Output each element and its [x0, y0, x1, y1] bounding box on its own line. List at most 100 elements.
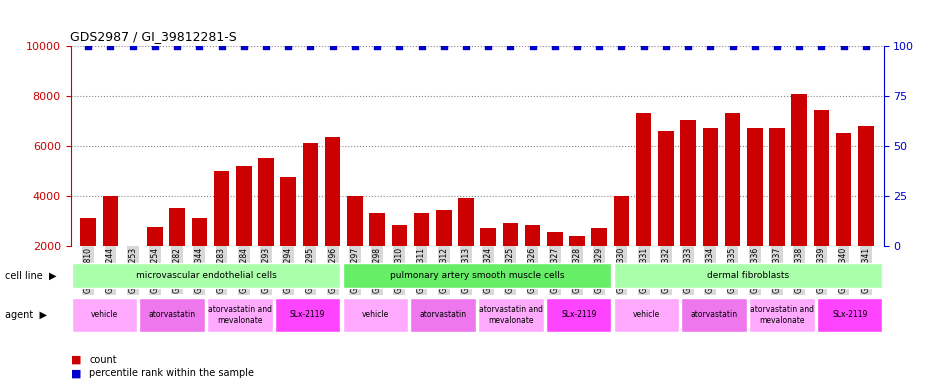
Bar	[369, 214, 384, 296]
Bar	[258, 158, 274, 296]
Text: vehicle: vehicle	[362, 310, 389, 319]
Bar	[81, 218, 96, 296]
Bar	[71, 298, 137, 332]
Bar	[769, 128, 785, 296]
Point	[214, 43, 229, 49]
Bar	[125, 246, 140, 296]
Point	[125, 43, 140, 49]
Point	[681, 43, 696, 49]
Bar	[747, 128, 762, 296]
Bar	[347, 196, 363, 296]
Bar	[325, 137, 340, 296]
Text: atorvastatin: atorvastatin	[691, 310, 738, 319]
Text: count: count	[89, 355, 117, 365]
Text: atorvastatin: atorvastatin	[419, 310, 467, 319]
Point	[814, 43, 829, 49]
Point	[169, 43, 184, 49]
Bar	[458, 198, 474, 296]
Point	[725, 43, 740, 49]
Point	[148, 43, 163, 49]
Bar	[139, 298, 205, 332]
Bar	[303, 143, 319, 296]
Point	[392, 43, 407, 49]
Bar	[614, 263, 883, 288]
Bar	[836, 134, 852, 296]
Bar	[749, 298, 815, 332]
Point	[192, 43, 207, 49]
Point	[236, 43, 251, 49]
Bar	[392, 225, 407, 296]
Bar	[169, 208, 185, 296]
Point	[414, 43, 429, 49]
Text: pulmonary artery smooth muscle cells: pulmonary artery smooth muscle cells	[390, 271, 564, 280]
Bar	[614, 298, 680, 332]
Bar	[546, 298, 611, 332]
Bar	[343, 298, 408, 332]
Point	[525, 43, 540, 49]
Text: microvascular endothelial cells: microvascular endothelial cells	[135, 271, 276, 280]
Point	[770, 43, 785, 49]
Point	[81, 43, 96, 49]
Point	[591, 43, 606, 49]
Bar	[702, 128, 718, 296]
Bar	[411, 298, 476, 332]
Bar	[614, 196, 629, 296]
Point	[281, 43, 296, 49]
Bar	[791, 93, 807, 296]
Point	[369, 43, 384, 49]
Bar	[591, 228, 607, 296]
Point	[570, 43, 585, 49]
Point	[614, 43, 629, 49]
Bar	[635, 114, 651, 296]
Point	[658, 43, 673, 49]
Point	[303, 43, 318, 49]
Point	[103, 43, 118, 49]
Text: SLx-2119: SLx-2119	[290, 310, 325, 319]
Text: vehicle: vehicle	[91, 310, 118, 319]
Bar	[725, 114, 741, 296]
Bar	[192, 218, 207, 296]
Point	[258, 43, 274, 49]
Text: cell line  ▶: cell line ▶	[5, 270, 56, 281]
Bar	[236, 166, 252, 296]
Bar	[547, 232, 562, 296]
Point	[436, 43, 451, 49]
Bar	[570, 236, 585, 296]
Text: percentile rank within the sample: percentile rank within the sample	[89, 368, 255, 378]
Point	[858, 43, 873, 49]
Bar	[814, 110, 829, 296]
Point	[325, 43, 340, 49]
Bar	[682, 298, 747, 332]
Bar	[658, 131, 674, 296]
Bar	[525, 225, 540, 296]
Text: atorvastatin: atorvastatin	[149, 310, 196, 319]
Point	[547, 43, 562, 49]
Text: atorvastatin and
mevalonate: atorvastatin and mevalonate	[478, 305, 543, 324]
Text: ■: ■	[70, 368, 81, 378]
Bar	[213, 171, 229, 296]
Point	[791, 43, 807, 49]
Bar	[148, 227, 163, 296]
Bar	[274, 298, 340, 332]
Bar	[480, 228, 496, 296]
Bar	[343, 263, 611, 288]
Point	[503, 43, 518, 49]
Text: SLx-2119: SLx-2119	[561, 310, 596, 319]
Bar	[280, 177, 296, 296]
Bar	[102, 196, 118, 296]
Text: atorvastatin and
mevalonate: atorvastatin and mevalonate	[208, 305, 272, 324]
Point	[348, 43, 363, 49]
Text: ■: ■	[70, 355, 81, 365]
Point	[480, 43, 495, 49]
Point	[636, 43, 651, 49]
Point	[836, 43, 851, 49]
Bar	[681, 120, 696, 296]
Text: GDS2987 / GI_39812281-S: GDS2987 / GI_39812281-S	[70, 30, 237, 43]
Text: vehicle: vehicle	[633, 310, 660, 319]
Bar	[858, 126, 873, 296]
Bar	[71, 263, 340, 288]
Point	[747, 43, 762, 49]
Text: SLx-2119: SLx-2119	[832, 310, 868, 319]
Bar	[503, 223, 518, 296]
Point	[703, 43, 718, 49]
